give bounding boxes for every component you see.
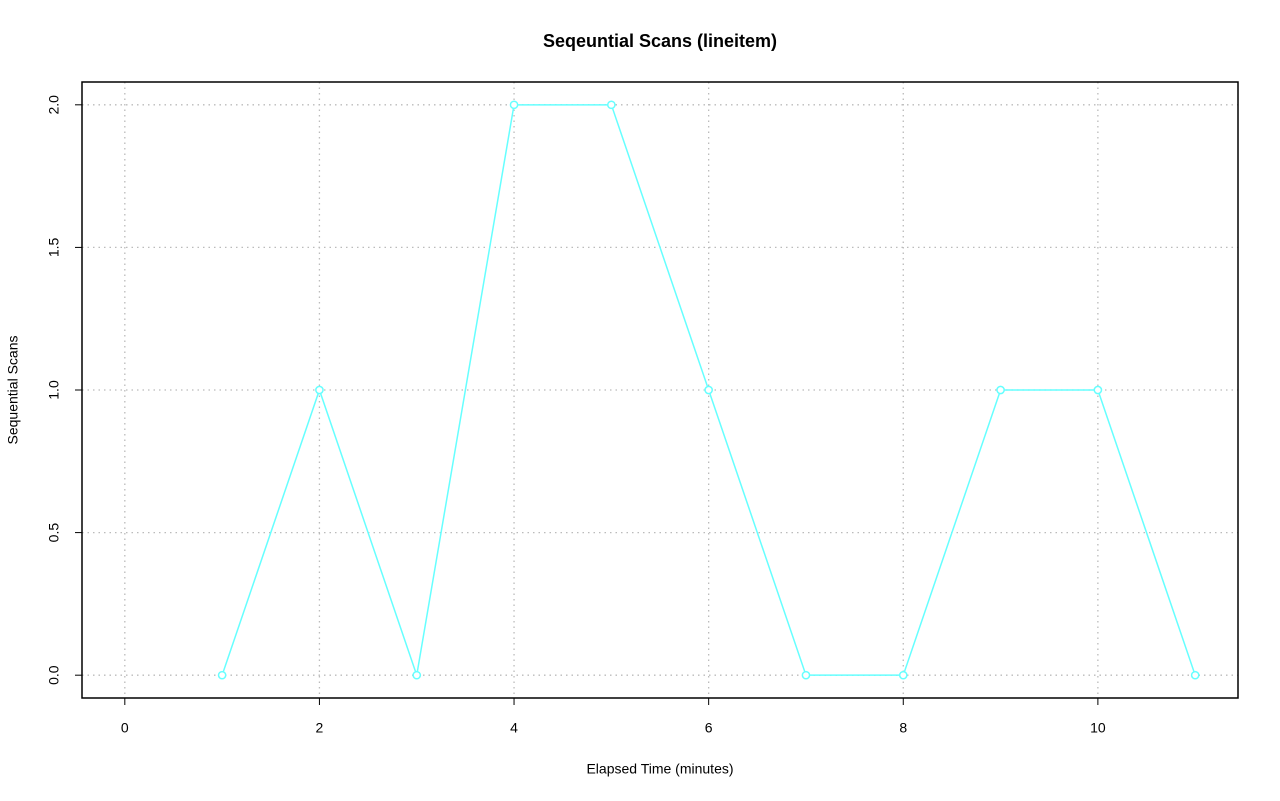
data-point (509, 100, 519, 110)
y-tick-label: 0.0 (46, 665, 62, 685)
plot-frame (81, 81, 1239, 699)
data-point (217, 670, 227, 680)
y-tick-label: 1.0 (46, 380, 62, 400)
y-tick-label: 0.5 (46, 523, 62, 543)
x-tick-label: 6 (705, 720, 713, 736)
data-point (1190, 670, 1200, 680)
x-tick-label: 10 (1090, 720, 1106, 736)
x-tick-label: 8 (899, 720, 907, 736)
data-point (898, 670, 908, 680)
data-point (996, 385, 1005, 395)
x-tick-label: 4 (510, 720, 518, 736)
data-point (606, 100, 616, 110)
x-tick-label: 0 (121, 720, 129, 736)
x-axis-label: Elapsed Time (minutes) (586, 761, 733, 777)
data-point (412, 670, 422, 680)
y-tick-label: 1.5 (46, 237, 62, 257)
data-point (801, 670, 811, 680)
data-point (704, 385, 714, 395)
y-axis-label: Sequential Scans (5, 336, 21, 445)
x-tick-label: 2 (316, 720, 324, 736)
data-point (315, 385, 324, 395)
data-point (1093, 385, 1103, 395)
chart-title: Seqeuntial Scans (lineitem) (543, 31, 777, 51)
y-tick-label: 2.0 (46, 95, 62, 115)
